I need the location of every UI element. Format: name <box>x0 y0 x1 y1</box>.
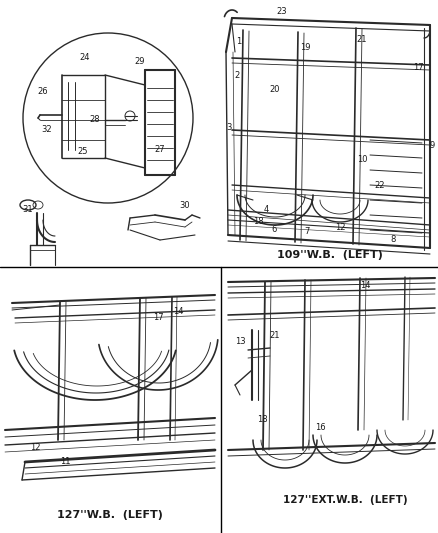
Text: 10: 10 <box>357 156 367 165</box>
Text: 29: 29 <box>135 58 145 67</box>
Text: 18: 18 <box>253 217 263 227</box>
Text: 1: 1 <box>237 37 242 46</box>
Text: 16: 16 <box>314 424 325 432</box>
Text: 25: 25 <box>78 148 88 157</box>
Text: 18: 18 <box>257 416 267 424</box>
Text: 9: 9 <box>430 141 435 149</box>
Text: 8: 8 <box>390 236 396 245</box>
Text: 17: 17 <box>153 313 163 322</box>
Text: 17: 17 <box>413 63 423 72</box>
Text: 13: 13 <box>235 337 245 346</box>
Text: 4: 4 <box>263 206 268 214</box>
Text: 28: 28 <box>90 116 100 125</box>
Text: 21: 21 <box>357 36 367 44</box>
Text: 24: 24 <box>80 53 90 62</box>
Text: 14: 14 <box>360 280 370 289</box>
Text: 21: 21 <box>270 330 280 340</box>
Text: 12: 12 <box>30 443 40 453</box>
Text: 12: 12 <box>335 223 345 232</box>
Text: 11: 11 <box>60 457 70 466</box>
Text: 3: 3 <box>226 124 232 133</box>
Text: 127''EXT.W.B.  (LEFT): 127''EXT.W.B. (LEFT) <box>283 495 407 505</box>
Text: 32: 32 <box>42 125 52 134</box>
Text: 31: 31 <box>23 206 33 214</box>
Text: 19: 19 <box>300 44 310 52</box>
Text: 22: 22 <box>375 181 385 190</box>
Text: 26: 26 <box>38 87 48 96</box>
Text: 30: 30 <box>180 200 191 209</box>
Text: 2: 2 <box>234 70 240 79</box>
Text: 6: 6 <box>271 225 277 235</box>
Text: 23: 23 <box>277 7 287 17</box>
Text: 127''W.B.  (LEFT): 127''W.B. (LEFT) <box>57 510 163 520</box>
Text: 14: 14 <box>173 308 183 317</box>
Text: 109''W.B.  (LEFT): 109''W.B. (LEFT) <box>277 250 383 260</box>
Text: 7: 7 <box>304 228 310 237</box>
Text: 27: 27 <box>155 146 165 155</box>
Text: 20: 20 <box>270 85 280 94</box>
